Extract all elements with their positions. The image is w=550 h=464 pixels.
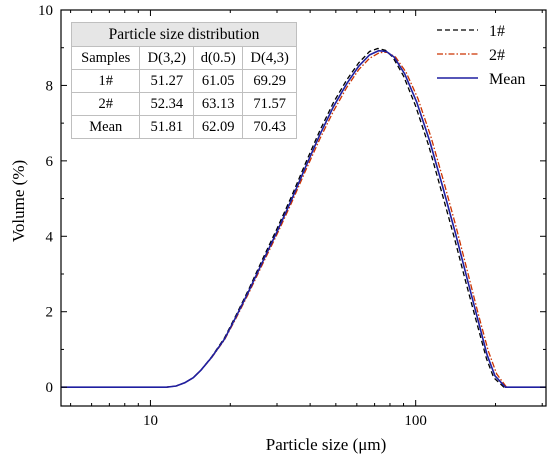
plot-frame xyxy=(60,9,547,407)
table-header: D(4,3) xyxy=(242,46,297,71)
table-cell: 52.34 xyxy=(139,92,195,117)
axes xyxy=(60,9,547,407)
table-cell: 51.81 xyxy=(139,115,195,139)
legend: 1# 2# Mean xyxy=(437,23,525,88)
legend-label: 1# xyxy=(489,23,505,40)
table-title: Particle size distribution xyxy=(71,21,297,48)
table-header: D(3,2) xyxy=(139,46,195,71)
y-tick-label: 8 xyxy=(46,78,54,94)
table-row: Mean 51.81 62.09 70.43 xyxy=(70,115,297,139)
table-header: Samples xyxy=(70,46,141,71)
y-axis-title: Volume (%) xyxy=(9,160,28,242)
stats-table: Particle size distribution Samples D(3,2… xyxy=(70,21,297,139)
legend-label: 2# xyxy=(489,47,505,64)
series-line-1num xyxy=(61,47,546,388)
series-line-mean xyxy=(61,49,546,388)
table-cell: 70.43 xyxy=(242,115,297,139)
y-tick-label: 2 xyxy=(46,305,54,321)
table-cell: Mean xyxy=(70,115,141,139)
table-row: 2# 52.34 63.13 71.57 xyxy=(70,92,297,117)
table-cell: 63.13 xyxy=(193,92,244,117)
table-cell: 69.29 xyxy=(242,69,297,94)
x-tick-label: 10 xyxy=(143,413,158,429)
y-tick-label: 4 xyxy=(46,229,54,245)
table-cell: 2# xyxy=(70,92,141,117)
y-tick-label: 0 xyxy=(46,380,54,396)
y-tick-label: 10 xyxy=(38,3,53,19)
tick-labels: 0 2 4 6 8 10 10 100 xyxy=(38,3,427,429)
x-tick-label: 100 xyxy=(404,413,427,429)
y-tick-label: 6 xyxy=(46,154,54,170)
table-cell: 1# xyxy=(70,69,141,94)
table-cell: 51.27 xyxy=(139,69,195,94)
tick-marks xyxy=(61,9,546,406)
legend-label: Mean xyxy=(489,71,525,88)
series-lines xyxy=(61,47,546,388)
table-cell: 62.09 xyxy=(193,115,244,139)
table-row: 1# 51.27 61.05 69.29 xyxy=(70,69,297,94)
table-cell: 61.05 xyxy=(193,69,244,94)
table-cell: 71.57 xyxy=(242,92,297,117)
table-header: d(0.5) xyxy=(193,46,244,71)
x-axis-title: Particle size (μm) xyxy=(266,435,387,454)
